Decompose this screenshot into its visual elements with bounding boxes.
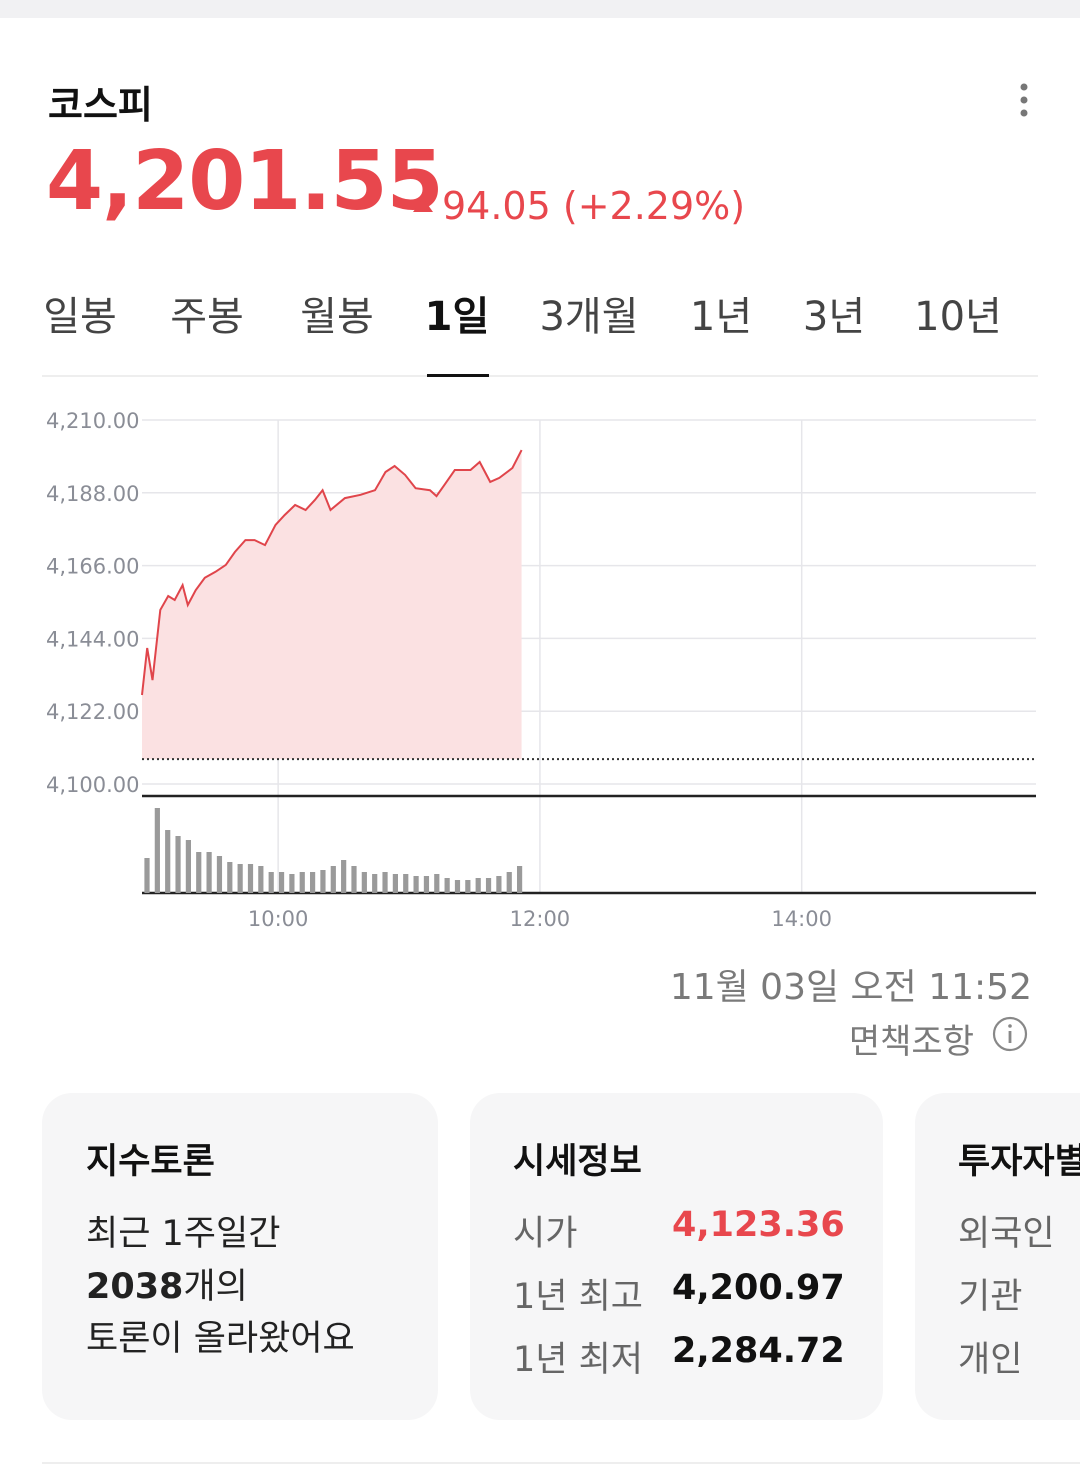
change-percent: (+2.29%) (562, 184, 746, 228)
change: 94.05 (+2.29%) (442, 184, 745, 228)
disclaimer[interactable]: 면책조항 (848, 1022, 974, 1062)
card-line: 토론이 올라왔어요 (86, 1319, 355, 1359)
volume-bar (185, 840, 191, 893)
volume-bar (320, 870, 326, 893)
tab[interactable]: 3개월 (539, 294, 639, 340)
volume-bar (175, 836, 181, 893)
volume-bar (372, 874, 378, 893)
y-tick-label: 4,122.00 (46, 700, 140, 724)
volume-bar (196, 852, 202, 893)
card-title: 시세정보 (513, 1142, 642, 1182)
volume-bar (165, 830, 171, 893)
row-label: 1년 최저 (513, 1340, 643, 1380)
volume-bar (309, 872, 316, 893)
count: 2038 (86, 1267, 184, 1307)
volume-bar (392, 874, 398, 893)
volume-bar (144, 858, 150, 893)
row-value: 4,200.97 (672, 1268, 845, 1308)
volume-bar (475, 878, 481, 893)
up-arrow (413, 198, 433, 212)
card[interactable]: 지수토론 최근 1주일간 2038개의 토론이 올라왔어요 (42, 1093, 438, 1420)
volume-bar (289, 874, 295, 893)
volume-bar (227, 862, 233, 893)
x-tick-label: 10:00 (248, 907, 309, 931)
volume-bar (351, 866, 357, 893)
card-line: 최근 1주일간 (86, 1214, 281, 1254)
volume-bar (278, 872, 285, 893)
volume-bar (258, 866, 264, 893)
row-label: 1년 최고 (513, 1277, 643, 1317)
volume-bar (403, 874, 409, 893)
volume-bar (465, 880, 471, 893)
volume-bar (206, 852, 212, 893)
x-tick-label: 14:00 (771, 907, 832, 931)
row-label: 외국인 (958, 1214, 1055, 1254)
top-bar (0, 0, 1080, 18)
tab[interactable]: 1년 (689, 294, 753, 340)
timestamp: 11월 03일 오전 11:52 (669, 967, 1032, 1008)
volume-bar (330, 866, 336, 893)
volume-bar (361, 872, 367, 893)
row-value: 4,123.36 (672, 1205, 845, 1245)
tab[interactable]: 월봉 (300, 294, 374, 340)
index-title: 코스피 (48, 83, 153, 127)
volume-bar (454, 880, 461, 893)
volume-bar (382, 872, 388, 893)
price-line (141, 449, 523, 696)
volume-bar (216, 856, 223, 893)
volume-bar (413, 876, 419, 893)
bottom-divider (42, 1462, 1080, 1464)
volume-bar (154, 808, 160, 893)
change-value: 94.05 (442, 184, 551, 228)
row-label: 기관 (958, 1277, 1023, 1317)
volume-bar (247, 864, 254, 893)
volume-bar (485, 878, 492, 893)
card-title: 지수토론 (86, 1142, 215, 1182)
count-suffix: 개의 (183, 1267, 248, 1307)
volume-bar (341, 860, 347, 893)
volume-bar (237, 864, 243, 893)
tab[interactable]: 1일 (424, 294, 490, 340)
volume-bar (444, 878, 450, 893)
tab[interactable]: 3년 (802, 294, 866, 340)
price-area (142, 450, 522, 760)
volume-bar (299, 872, 305, 893)
card-line: 2038개의 (86, 1258, 248, 1309)
y-tick-label: 4,100.00 (46, 773, 140, 797)
row-label: 시가 (513, 1214, 578, 1254)
chart: 4,210.00 4,188.00 4,166.00 4,144.00 4,122.00… (46, 409, 1036, 931)
card-title: 투자자별 (958, 1142, 1080, 1182)
volume-bar (434, 874, 440, 893)
volume-bar (268, 872, 274, 893)
info-icon[interactable] (992, 1016, 1028, 1052)
y-tick-label: 4,188.00 (46, 482, 140, 506)
x-tick-label: 12:00 (510, 907, 571, 931)
row-label: 개인 (958, 1340, 1023, 1380)
y-tick-label: 4,210.00 (46, 409, 140, 433)
tab[interactable]: 10년 (914, 294, 1002, 340)
y-tick-label: 4,144.00 (46, 627, 140, 651)
volume-bar (516, 866, 523, 893)
volume-bar (423, 876, 430, 893)
price: 4,201.55 (46, 134, 444, 229)
volume-bar (496, 876, 502, 893)
more-menu[interactable] (1014, 82, 1034, 118)
y-tick-label: 4,166.00 (46, 555, 140, 579)
volume-bar (506, 872, 512, 893)
tab[interactable]: 일봉 (43, 294, 117, 340)
tab-divider (42, 375, 1038, 377)
tab[interactable]: 주봉 (170, 294, 244, 340)
row-value: 2,284.72 (672, 1331, 845, 1371)
tab-underline (427, 374, 489, 377)
